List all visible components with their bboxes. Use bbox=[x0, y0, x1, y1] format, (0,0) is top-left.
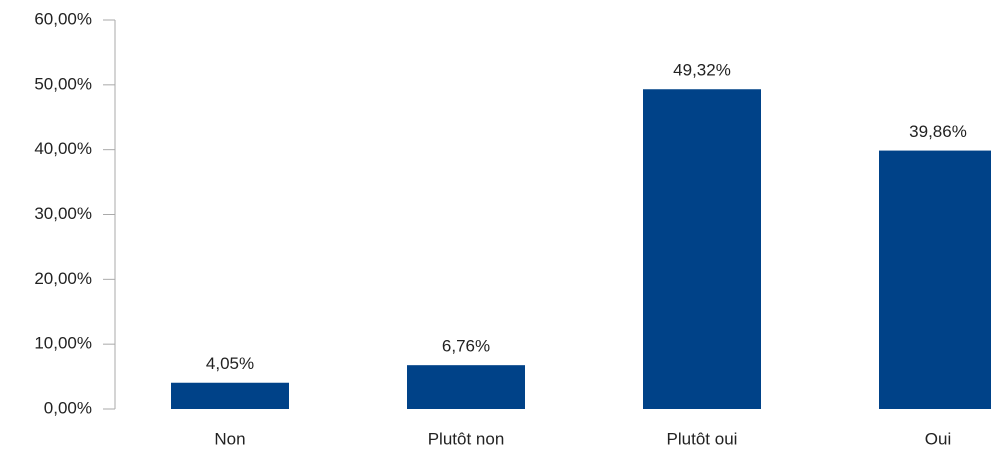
bar bbox=[879, 150, 991, 409]
y-tick-label: 60,00% bbox=[34, 9, 92, 28]
y-tick-label: 40,00% bbox=[34, 139, 92, 158]
y-tick-label: 30,00% bbox=[34, 204, 92, 223]
y-tick-label: 10,00% bbox=[34, 334, 92, 353]
value-label: 6,76% bbox=[442, 337, 490, 356]
value-label: 4,05% bbox=[206, 354, 254, 373]
bar bbox=[407, 365, 525, 409]
y-tick-label: 20,00% bbox=[34, 269, 92, 288]
y-tick-label: 50,00% bbox=[34, 74, 92, 93]
x-tick-label: Plutôt non bbox=[428, 429, 505, 448]
value-label: 49,32% bbox=[673, 61, 731, 80]
x-tick-label: Non bbox=[214, 429, 245, 448]
bar bbox=[171, 382, 289, 409]
y-tick-label: 0,00% bbox=[44, 398, 92, 417]
bar bbox=[643, 89, 761, 409]
value-label: 39,86% bbox=[909, 122, 967, 141]
x-tick-label: Oui bbox=[925, 429, 951, 448]
x-tick-label: Plutôt oui bbox=[667, 429, 738, 448]
